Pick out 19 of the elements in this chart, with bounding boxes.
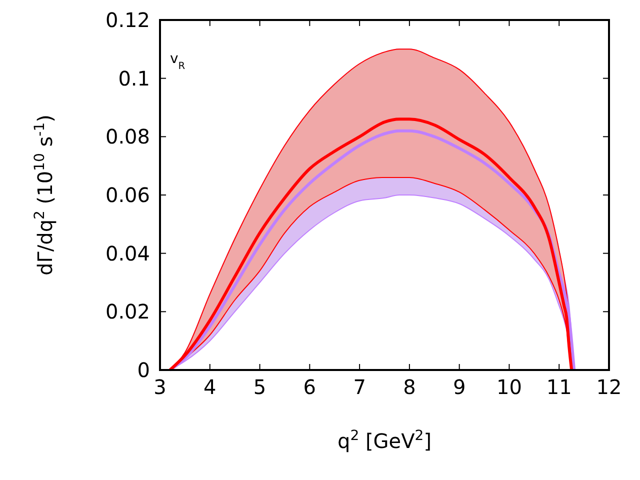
- x-tick-label: 11: [546, 375, 572, 399]
- y-tick-label: 0.02: [105, 300, 150, 324]
- y-tick-label: 0.06: [105, 183, 150, 207]
- y-tick-label: 0.08: [105, 124, 150, 149]
- y-tick-label: 0: [137, 358, 150, 382]
- y-tick-label: 0.1: [118, 66, 150, 90]
- x-tick-label: 5: [253, 375, 266, 399]
- x-tick-label: 3: [154, 375, 166, 399]
- x-tick-label: 10: [496, 375, 522, 399]
- y-tick-label: 0.12: [105, 8, 150, 32]
- x-tick-label: 6: [303, 375, 316, 399]
- annotation: v$_{R}$: [170, 51, 186, 72]
- y-tick-label: 0.04: [105, 241, 150, 266]
- x-tick-label: 4: [204, 375, 216, 399]
- x-tick-label: 12: [596, 375, 622, 399]
- x-tick-label: 7: [353, 375, 366, 399]
- x-tick-label: 9: [452, 375, 466, 399]
- x-tick-label: 8: [403, 375, 416, 399]
- x-axis-title: q$^{2}$ [GeV$^{2}$]: [337, 428, 432, 453]
